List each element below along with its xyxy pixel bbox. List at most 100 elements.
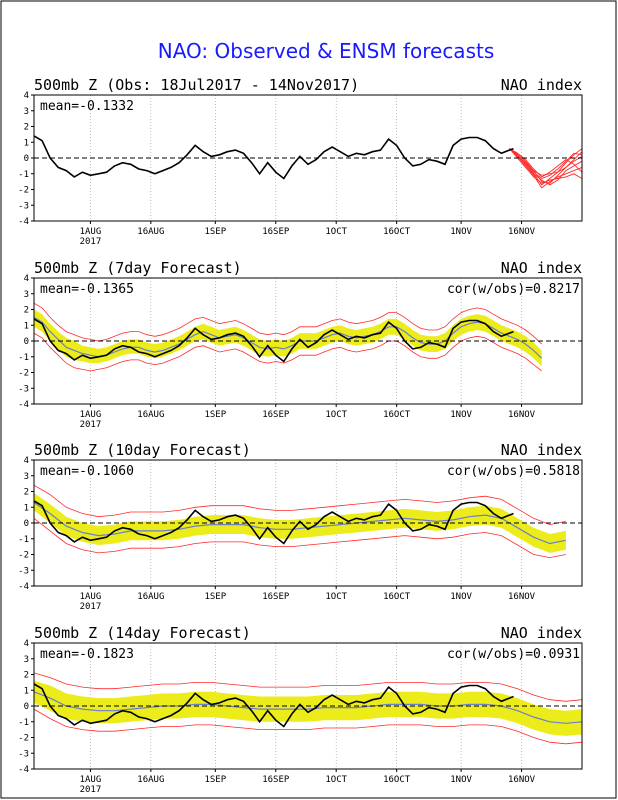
y-tick-label: 1 (24, 138, 29, 148)
mean-label: mean=-0.1365 (40, 282, 134, 297)
x-tick-year: 2017 (80, 420, 102, 430)
y-tick-label: 2 (24, 306, 29, 316)
panel-title: 500mb Z (10day Forecast) (34, 441, 251, 459)
y-tick-label: 2 (24, 671, 29, 681)
x-tick-label: 16OCT (383, 227, 411, 237)
x-tick-label: 16OCT (383, 592, 411, 602)
mean-label: mean=-0.1332 (40, 99, 134, 114)
panels: 500mb Z (Obs: 18Jul2017 - 14Nov2017) NAO … (18, 76, 583, 795)
correlation-label: cor(w/obs)=0.5818 (447, 464, 580, 479)
x-tick-label: 16NOV (508, 410, 536, 420)
x-tick-label: 1OCT (325, 410, 347, 420)
ensemble-min-line (33, 332, 542, 372)
x-tick-year: 2017 (80, 237, 102, 247)
panel-index-label: NAO index (501, 76, 582, 94)
y-tick-label: -1 (18, 718, 29, 728)
x-tick-label: 1AUG (80, 592, 102, 602)
y-tick-label: -4 (18, 400, 29, 410)
y-tick-label: 4 (24, 274, 29, 284)
ensemble-min-line (33, 517, 566, 559)
x-tick-label: 1SEP (204, 775, 226, 785)
y-tick-label: 3 (24, 290, 29, 300)
y-tick-label: 4 (24, 91, 29, 101)
x-tick-label: 1NOV (450, 410, 472, 420)
x-tick-label: 16NOV (508, 227, 536, 237)
ensemble-member-3 (509, 148, 583, 180)
y-tick-label: 2 (24, 123, 29, 133)
x-tick-label: 1NOV (450, 227, 472, 237)
figure-title: NAO: Observed & ENSM forecasts (158, 39, 495, 63)
panel-title: 500mb Z (Obs: 18Jul2017 - 14Nov2017) (34, 76, 359, 94)
observed-line (33, 683, 514, 728)
x-tick-label: 16SEP (262, 227, 290, 237)
y-tick-label: -1 (18, 535, 29, 545)
panel-2: 500mb Z (10day Forecast) NAO index 4 3 2 1 0 -1… (18, 441, 583, 612)
y-tick-label: -1 (18, 353, 29, 363)
x-tick-label: 1AUG (80, 775, 102, 785)
y-tick-label: -2 (18, 369, 29, 379)
ensemble-max-line (33, 672, 583, 702)
y-tick-label: 1 (24, 503, 29, 513)
y-tick-label: 1 (24, 686, 29, 696)
y-tick-label: 0 (24, 154, 29, 164)
x-tick-label: 16NOV (508, 592, 536, 602)
x-tick-label: 16OCT (383, 775, 411, 785)
x-tick-label: 1OCT (325, 592, 347, 602)
y-tick-label: -4 (18, 217, 29, 227)
observed-line (33, 318, 514, 363)
x-tick-label: 1AUG (80, 410, 102, 420)
correlation-label: cor(w/obs)=0.8217 (447, 282, 580, 297)
x-tick-label: 16SEP (262, 410, 290, 420)
x-tick-label: 16NOV (508, 775, 536, 785)
ensemble-member-2 (509, 148, 583, 189)
x-tick-label: 1SEP (204, 410, 226, 420)
y-tick-label: -3 (18, 749, 29, 759)
x-tick-label: 16AUG (137, 775, 164, 785)
y-tick-label: -1 (18, 170, 29, 180)
ensemble-max-line (33, 484, 566, 526)
correlation-label: cor(w/obs)=0.0931 (447, 647, 580, 662)
x-tick-label: 1NOV (450, 775, 472, 785)
ensemble-mean-line (33, 502, 567, 545)
panel-1: 500mb Z (7day Forecast) NAO index 4 3 2 1 0 -1 -… (18, 259, 583, 430)
x-tick-label: 16SEP (262, 775, 290, 785)
x-tick-label: 16OCT (383, 410, 411, 420)
y-tick-label: -4 (18, 582, 29, 592)
panel-index-label: NAO index (501, 259, 582, 277)
y-tick-label: -3 (18, 201, 29, 211)
mean-label: mean=-0.1823 (40, 647, 134, 662)
x-tick-label: 16AUG (137, 410, 164, 420)
observed-line (33, 500, 514, 545)
x-tick-label: 1AUG (80, 227, 102, 237)
panel-3: 500mb Z (14day Forecast) NAO index 4 3 2 1 0 -1… (18, 624, 583, 795)
spread-band (34, 309, 542, 367)
y-tick-label: 4 (24, 456, 29, 466)
ensemble-member-7 (509, 148, 583, 176)
y-tick-label: -3 (18, 384, 29, 394)
y-tick-label: -2 (18, 551, 29, 561)
panel-index-label: NAO index (501, 441, 582, 459)
panel-title: 500mb Z (14day Forecast) (34, 624, 251, 642)
panel-0: 500mb Z (Obs: 18Jul2017 - 14Nov2017) NAO … (18, 76, 583, 247)
ensemble-max-line (33, 302, 542, 345)
y-tick-label: 1 (24, 321, 29, 331)
y-tick-label: -2 (18, 186, 29, 196)
panel-index-label: NAO index (501, 624, 582, 642)
y-tick-label: 4 (24, 639, 29, 649)
y-tick-label: -3 (18, 566, 29, 576)
x-tick-label: 1SEP (204, 592, 226, 602)
spread-band (34, 680, 582, 736)
y-tick-label: 3 (24, 472, 29, 482)
x-tick-label: 16AUG (137, 592, 164, 602)
y-tick-label: 0 (24, 337, 29, 347)
y-tick-label: 0 (24, 519, 29, 529)
y-tick-label: 2 (24, 488, 29, 498)
ensemble-member-4 (509, 148, 583, 184)
ensemble-min-line (33, 708, 583, 745)
mean-label: mean=-0.1060 (40, 464, 134, 479)
x-tick-label: 1OCT (325, 775, 347, 785)
y-tick-label: 3 (24, 655, 29, 665)
y-tick-label: 0 (24, 702, 29, 712)
